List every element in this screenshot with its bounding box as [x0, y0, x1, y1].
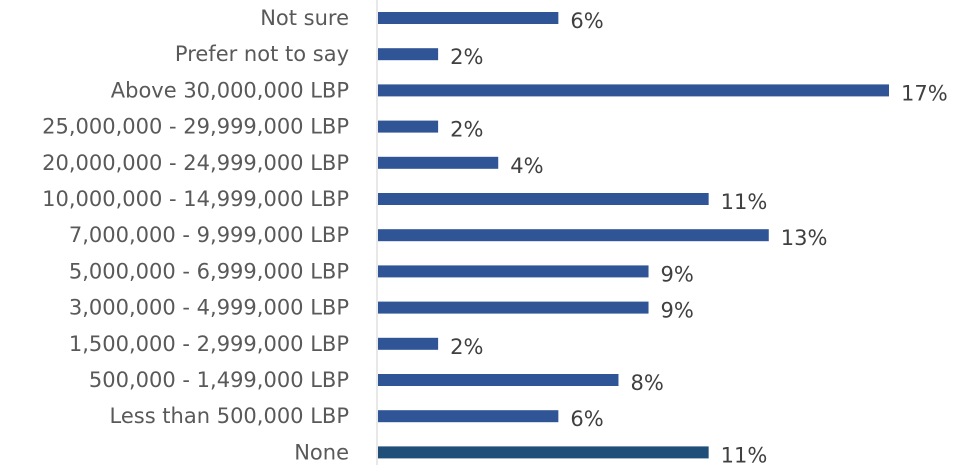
bar-5 [378, 193, 709, 205]
bar-1 [378, 48, 439, 61]
bar-4 [378, 156, 499, 169]
category-label: None [294, 440, 349, 464]
category-label: Prefer not to say [175, 42, 349, 66]
value-label: 13% [781, 226, 828, 250]
value-label: 11% [721, 190, 768, 214]
value-label: 4% [510, 154, 543, 178]
category-label: 10,000,000 - 14,999,000 LBP [42, 187, 349, 211]
category-label: 500,000 - 1,499,000 LBP [89, 368, 349, 392]
category-label: Above 30,000,000 LBP [111, 78, 349, 102]
bar-6 [378, 229, 769, 242]
value-label: 17% [901, 81, 948, 105]
category-label: 20,000,000 - 24,999,000 LBP [42, 151, 349, 175]
bar-7 [378, 265, 649, 278]
category-label: 5,000,000 - 6,999,000 LBP [69, 259, 349, 283]
bar-9 [378, 337, 439, 350]
category-label: Not sure [260, 6, 349, 30]
value-label: 2% [450, 118, 483, 142]
bar-0 [378, 12, 559, 24]
bar-8 [378, 301, 649, 314]
category-label: 7,000,000 - 9,999,000 LBP [69, 223, 349, 247]
bar-3 [378, 120, 439, 133]
bars-group [378, 12, 889, 459]
bar-2 [378, 84, 889, 97]
category-label: 1,500,000 - 2,999,000 LBP [69, 332, 349, 356]
value-label: 2% [450, 335, 483, 359]
value-label: 8% [630, 371, 663, 395]
value-label: 6% [570, 407, 603, 431]
value-label: 9% [661, 299, 694, 323]
value-label: 11% [721, 443, 768, 465]
category-label: Less than 500,000 LBP [110, 404, 350, 428]
value-label: 2% [450, 45, 483, 69]
bar-11 [378, 410, 559, 423]
value-labels-group: 6% 2% 17% 2% 4% 11% 13% 9% 9% 2% 8% 6% 11% [450, 9, 948, 465]
value-label: 9% [661, 262, 694, 286]
category-labels-group: Not sure Prefer not to say Above 30,000,00… [42, 6, 349, 464]
value-label: 6% [570, 9, 603, 33]
bar-12 [378, 446, 709, 459]
bar-10 [378, 374, 619, 386]
category-label: 3,000,000 - 4,999,000 LBP [69, 296, 349, 320]
category-label: 25,000,000 - 29,999,000 LBP [42, 115, 349, 139]
